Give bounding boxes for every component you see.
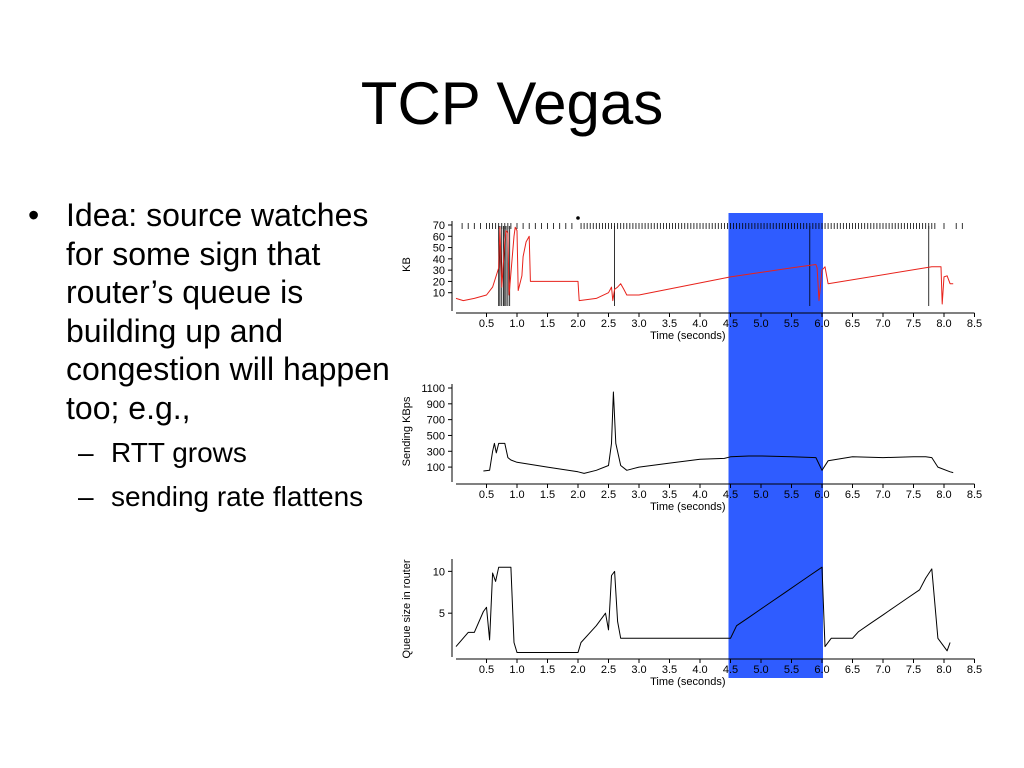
x-tick-label: 8.0 [936,318,951,330]
y-tick-label: 500 [427,430,445,442]
x-tick-label: 0.5 [479,489,494,501]
x-tick-label: 1.0 [509,318,524,330]
sub-bullet-marker: – [78,437,94,468]
x-tick-label: 2.5 [601,318,616,330]
y-axis-label: Queue size in router [401,559,413,658]
sub-bullet-item: – RTT grows [28,435,398,471]
x-tick-label: 3.0 [631,664,646,676]
sub-bullet-item: – sending rate flattens [28,479,398,515]
y-tick-label: 10 [433,288,445,300]
highlight-band [728,213,823,678]
x-tick-label: 7.0 [875,318,890,330]
y-tick-label: 60 [433,231,445,243]
y-axis-label: KB [401,257,413,272]
x-tick-label: 7.0 [875,489,890,501]
x-tick-label: 5.5 [784,664,799,676]
x-tick-label: 4.0 [692,489,707,501]
y-tick-label: 10 [433,566,445,578]
x-tick-label: 8.0 [936,664,951,676]
series-line [455,566,951,653]
x-tick-label: 6.0 [814,318,829,330]
series-line [455,226,954,305]
y-tick-label: 50 [433,243,445,255]
x-tick-label: 4.5 [723,489,738,501]
x-tick-label: 0.5 [479,318,494,330]
x-tick-label: 8.0 [936,489,951,501]
bullet-item: • Idea: source watches for some sign tha… [28,196,398,427]
bullet-list: • Idea: source watches for some sign tha… [28,196,398,515]
x-tick-label: 3.5 [662,489,677,501]
y-tick-label: 30 [433,265,445,277]
sub-bullet-text: sending rate flattens [111,481,364,512]
x-tick-label: 0.5 [479,664,494,676]
x-tick-label: 3.5 [662,664,677,676]
y-tick-label: 1100 [421,383,445,395]
sub-bullet-marker: – [78,481,94,512]
y-axis-label: Sending KBps [401,396,413,466]
x-tick-label: 3.0 [631,489,646,501]
x-tick-label: 8.5 [967,489,982,501]
y-tick-label: 70 [433,220,445,232]
x-tick-label: 1.0 [509,664,524,676]
x-tick-label: 4.0 [692,664,707,676]
x-tick-label: 7.5 [906,318,921,330]
x-tick-label: 4.5 [723,318,738,330]
x-axis-label: Time (seconds) [650,676,725,688]
series-line [483,391,954,474]
x-tick-label: 3.5 [662,318,677,330]
x-tick-label: 5.5 [784,489,799,501]
x-tick-label: 1.5 [540,489,555,501]
y-tick-label: 700 [427,415,445,427]
x-tick-label: 5.5 [784,318,799,330]
x-tick-label: 6.0 [814,664,829,676]
x-tick-label: 5.0 [753,664,768,676]
event-dot [576,216,580,220]
y-tick-label: 300 [427,446,445,458]
y-tick-label: 5 [439,608,445,620]
x-tick-label: 2.5 [601,664,616,676]
x-tick-label: 8.5 [967,318,982,330]
x-tick-label: 1.5 [540,664,555,676]
x-tick-label: 7.5 [906,664,921,676]
x-tick-label: 8.5 [967,664,982,676]
x-tick-label: 2.0 [570,318,585,330]
sub-bullet-text: RTT grows [111,437,247,468]
bullet-marker: • [28,197,40,233]
x-tick-label: 7.0 [875,664,890,676]
x-axis-label: Time (seconds) [650,501,725,513]
x-tick-label: 4.0 [692,318,707,330]
y-tick-label: 40 [433,254,445,266]
x-tick-label: 1.5 [540,318,555,330]
x-tick-label: 3.0 [631,318,646,330]
x-tick-label: 6.5 [845,664,860,676]
slide-title: TCP Vegas [360,70,664,137]
y-tick-label: 900 [427,399,445,411]
x-tick-label: 4.5 [723,664,738,676]
chart-panel-2: 100 300 500 700 900 1100 Sending KBps 0.5 1.0 1.5… [401,383,982,513]
x-tick-label: 7.5 [906,489,921,501]
bullet-text: Idea: source watches for some sign that … [66,197,390,426]
x-tick-label: 2.0 [570,664,585,676]
x-tick-label: 5.0 [753,489,768,501]
x-tick-label: 1.0 [509,489,524,501]
x-tick-label: 2.5 [601,489,616,501]
x-axis-label: Time (seconds) [650,330,725,342]
x-tick-label: 6.0 [814,489,829,501]
x-tick-label: 2.0 [570,489,585,501]
x-tick-label: 6.5 [845,318,860,330]
x-tick-label: 5.0 [753,318,768,330]
x-tick-label: 6.5 [845,489,860,501]
chart-panel-3: 5 10 Queue size in router 0.5 1.0 1.5 2.0 2.5 3.… [401,559,982,688]
y-tick-label: 20 [433,276,445,288]
y-tick-label: 100 [427,462,445,474]
